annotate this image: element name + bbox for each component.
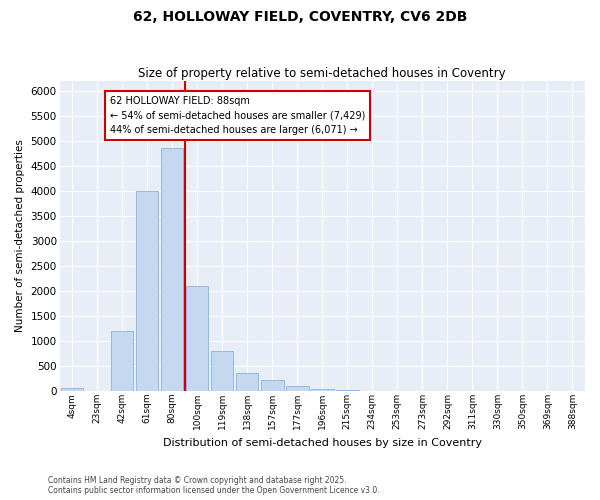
Text: 62, HOLLOWAY FIELD, COVENTRY, CV6 2DB: 62, HOLLOWAY FIELD, COVENTRY, CV6 2DB [133, 10, 467, 24]
Bar [111, 332, 133, 392]
Bar [261, 380, 284, 392]
Bar [336, 390, 359, 392]
Bar [186, 286, 208, 392]
Bar [211, 352, 233, 392]
Text: 62 HOLLOWAY FIELD: 88sqm
← 54% of semi-detached houses are smaller (7,429)
44% o: 62 HOLLOWAY FIELD: 88sqm ← 54% of semi-d… [110, 96, 365, 136]
Text: Contains HM Land Registry data © Crown copyright and database right 2025.
Contai: Contains HM Land Registry data © Crown c… [48, 476, 380, 495]
Bar [61, 388, 83, 392]
X-axis label: Distribution of semi-detached houses by size in Coventry: Distribution of semi-detached houses by … [163, 438, 482, 448]
Bar [136, 191, 158, 392]
Bar [236, 372, 259, 392]
Bar [361, 390, 383, 392]
Title: Size of property relative to semi-detached houses in Coventry: Size of property relative to semi-detach… [139, 66, 506, 80]
Bar [286, 386, 308, 392]
Y-axis label: Number of semi-detached properties: Number of semi-detached properties [15, 140, 25, 332]
Bar [161, 148, 184, 392]
Bar [311, 389, 334, 392]
